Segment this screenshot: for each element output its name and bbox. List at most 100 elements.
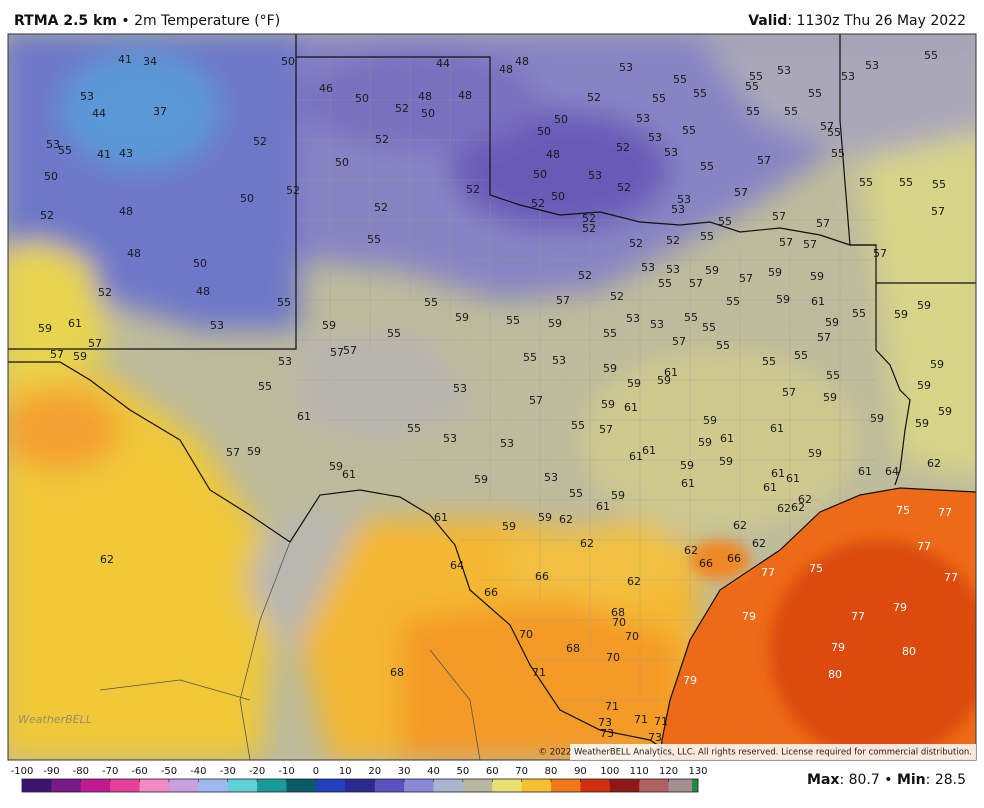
station-value: 55 (569, 487, 583, 500)
colorbar-segment (315, 779, 346, 792)
offshore-value: 79 (683, 674, 697, 687)
station-value: 48 (119, 205, 133, 218)
colorbar-segment (374, 779, 405, 792)
station-value: 61 (297, 410, 311, 423)
colorbar-tick-label: 10 (339, 766, 352, 777)
station-value: 48 (546, 148, 560, 161)
station-value: 59 (938, 405, 952, 418)
station-value: 57 (817, 331, 831, 344)
colorbar-segment (580, 779, 611, 792)
station-value: 52 (582, 222, 596, 235)
station-value: 57 (816, 217, 830, 230)
offshore-value: 79 (831, 641, 845, 654)
header-right: Valid: 1130z Thu 26 May 2022 (748, 13, 966, 29)
station-value: 53 (641, 261, 655, 274)
station-value: 59 (73, 350, 87, 363)
station-value: 61 (642, 444, 656, 457)
station-value: 61 (664, 366, 678, 379)
station-value: 62 (777, 502, 791, 515)
station-value: 53 (453, 382, 467, 395)
station-value: 55 (852, 307, 866, 320)
station-value: 57 (88, 337, 102, 350)
offshore-value: 77 (938, 506, 952, 519)
station-value: 59 (247, 445, 261, 458)
station-value: 55 (682, 124, 696, 137)
station-value: 61 (68, 317, 82, 330)
station-value: 52 (666, 234, 680, 247)
station-value: 48 (196, 285, 210, 298)
colorbar-segment (139, 779, 170, 792)
station-value: 71 (605, 700, 619, 713)
station-value: 61 (771, 467, 785, 480)
station-value: 55 (424, 296, 438, 309)
station-value: 59 (776, 293, 790, 306)
station-value: 55 (367, 233, 381, 246)
colorbar-tick-label: 20 (368, 766, 381, 777)
colorbar-frame (21, 778, 699, 793)
station-value: 61 (596, 500, 610, 513)
stats: Max: 80.7 • Min: 28.5 (807, 772, 966, 788)
offshore-value: 80 (902, 645, 916, 658)
station-value: 59 (823, 391, 837, 404)
station-value: 50 (537, 125, 551, 138)
station-value: 59 (538, 511, 552, 524)
station-value: 44 (92, 107, 106, 120)
station-value: 71 (654, 715, 668, 728)
station-value: 55 (407, 422, 421, 435)
station-value: 52 (395, 102, 409, 115)
station-value: 53 (841, 70, 855, 83)
station-value: 53 (777, 64, 791, 77)
colorbar-tick-label: 110 (630, 766, 649, 777)
colorbar-segment (521, 779, 552, 792)
colorbar-tick-label: 70 (515, 766, 528, 777)
station-value: 61 (434, 511, 448, 524)
colorbar-segment (257, 779, 288, 792)
station-value: 59 (894, 308, 908, 321)
station-value: 52 (587, 91, 601, 104)
station-value: 55 (794, 349, 808, 362)
mexico-borders (99, 541, 481, 760)
colorbar-segment (551, 779, 581, 792)
separator: • (121, 13, 129, 29)
station-value: 53 (80, 90, 94, 103)
station-value: 55 (684, 311, 698, 324)
colorbar-segment (110, 779, 141, 792)
colorbar-segment (492, 779, 523, 792)
station-value: 59 (808, 447, 822, 460)
station-value: 53 (552, 354, 566, 367)
station-value: 55 (808, 87, 822, 100)
colorbar-segment (404, 779, 434, 792)
station-value: 68 (566, 642, 580, 655)
offshore-value: 77 (851, 610, 865, 623)
station-value: 48 (499, 63, 513, 76)
station-value: 52 (610, 290, 624, 303)
station-value: 53 (210, 319, 224, 332)
station-value: 57 (689, 277, 703, 290)
colorbar-segment (22, 779, 52, 792)
colorbar-tick-label: 0 (313, 766, 319, 777)
station-value: 61 (629, 450, 643, 463)
colorbar-tick-label: 30 (398, 766, 411, 777)
station-value: 55 (726, 295, 740, 308)
station-value: 55 (924, 49, 938, 62)
station-value: 50 (281, 55, 295, 68)
station-value: 55 (762, 355, 776, 368)
station-value: 57 (757, 154, 771, 167)
station-value: 59 (768, 266, 782, 279)
station-value: 61 (763, 481, 777, 494)
station-value: 62 (684, 544, 698, 557)
station-value: 55 (716, 339, 730, 352)
station-value: 55 (826, 369, 840, 382)
colorbar-segment (639, 779, 670, 792)
station-value: 55 (277, 296, 291, 309)
station-value: 53 (666, 263, 680, 276)
station-value: 61 (720, 432, 734, 445)
colorbar-tick-label: 50 (457, 766, 470, 777)
stat-value: 80.7 (849, 772, 880, 788)
station-value: 52 (582, 212, 596, 225)
station-value: 50 (335, 156, 349, 169)
station-value: 57 (820, 120, 834, 133)
station-value: 50 (421, 107, 435, 120)
station-value: 62 (927, 457, 941, 470)
